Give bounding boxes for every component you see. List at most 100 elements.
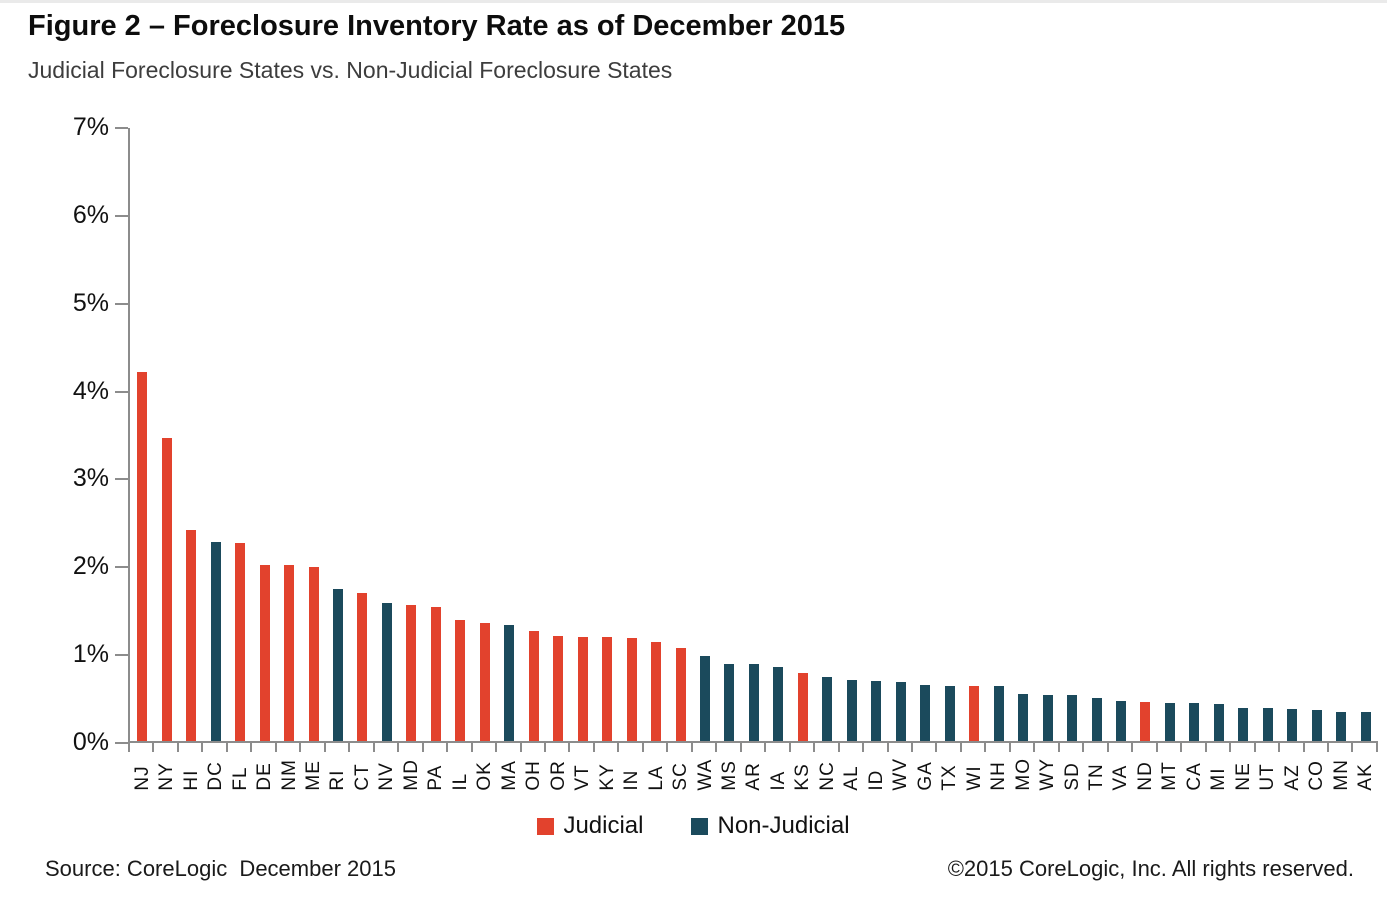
- bar-TX: [944, 685, 955, 741]
- y-tick-label-4%: 4%: [72, 376, 109, 405]
- legend-label-judicial: Judicial: [563, 812, 644, 839]
- bar-WY: [1042, 695, 1053, 741]
- bar-OR: [553, 635, 564, 741]
- x-label-NV: NV: [376, 762, 398, 791]
- x-tick-cell-DC: [203, 743, 228, 752]
- x-label-cell-AR: AR: [742, 758, 766, 790]
- bar-NV: [381, 603, 392, 741]
- x-tick-cell-MI: [1207, 743, 1232, 752]
- x-tick-cell-WI: [962, 743, 987, 752]
- bar-SD: [1067, 695, 1078, 741]
- y-tick-label-0%: 0%: [72, 728, 109, 756]
- y-tick-label-7%: 7%: [72, 113, 109, 141]
- x-label-NC: NC: [816, 761, 838, 791]
- bar-slot-DE: [252, 565, 276, 741]
- x-label-SC: SC: [670, 762, 692, 791]
- bar-MO: [1018, 693, 1029, 741]
- bar-NM: [284, 565, 295, 741]
- x-tick-cell-FL: [228, 743, 253, 752]
- bar-WV: [895, 682, 906, 741]
- bar-NC: [822, 676, 833, 741]
- bar-slot-IL: [448, 619, 472, 741]
- x-axis-ticks: [128, 743, 1378, 752]
- x-label-cell-VA: VA: [1109, 758, 1133, 791]
- x-label-NJ: NJ: [131, 765, 153, 791]
- x-label-PA: PA: [425, 764, 447, 791]
- x-label-DE: DE: [254, 762, 276, 791]
- legend-swatch-judicial: [537, 817, 555, 835]
- x-label-UT: UT: [1257, 763, 1279, 791]
- x-label-OH: OH: [523, 760, 545, 791]
- x-label-CT: CT: [351, 763, 373, 791]
- x-label-cell-IA: IA: [766, 758, 790, 791]
- x-label-cell-NH: NH: [986, 758, 1010, 790]
- x-tick-cell-KY: [595, 743, 620, 752]
- x-label-IA: IA: [767, 770, 789, 791]
- x-label-AL: AL: [841, 765, 863, 791]
- x-label-cell-MN: MN: [1329, 758, 1353, 791]
- legend-item-judicial: Judicial: [537, 812, 643, 840]
- x-tick-cell-OK: [473, 743, 498, 752]
- x-label-CO: CO: [1306, 760, 1328, 791]
- bar-slot-ID: [864, 681, 888, 741]
- y-tick-label-2%: 2%: [72, 552, 109, 581]
- x-label-TX: TX: [939, 764, 961, 791]
- x-label-cell-HI: HI: [179, 758, 203, 791]
- y-tick-label-1%: 1%: [72, 640, 109, 669]
- x-label-cell-WA: WA: [693, 758, 717, 791]
- source-text: Source: CoreLogic December 2015: [45, 856, 396, 881]
- bar-slot-NM: [277, 565, 301, 741]
- figure-subtitle: Judicial Foreclosure States vs. Non-Judi…: [28, 57, 673, 83]
- x-label-cell-OH: OH: [522, 758, 546, 791]
- bar-slot-ND: [1133, 702, 1157, 741]
- x-label-cell-DC: DC: [203, 758, 227, 790]
- x-tick-cell-TX: [937, 743, 962, 752]
- bar-slot-MS: [717, 663, 741, 741]
- x-tick-cell-LA: [644, 743, 669, 752]
- bar-slot-NE: [1231, 707, 1255, 741]
- x-tick-cell-WV: [889, 743, 913, 752]
- figure-title: Figure 2 – Foreclosure Inventory Rate as…: [28, 10, 846, 42]
- bar-AL: [846, 679, 857, 741]
- x-label-cell-MT: MT: [1158, 758, 1182, 790]
- bar-IL: [455, 619, 466, 741]
- x-label-cell-KY: KY: [595, 758, 619, 791]
- x-label-cell-PA: PA: [424, 758, 448, 791]
- x-label-NE: NE: [1232, 762, 1254, 791]
- x-label-MS: MS: [718, 760, 740, 791]
- x-label-cell-TN: TN: [1084, 758, 1108, 790]
- bar-slot-HI: [179, 530, 203, 741]
- x-label-cell-OK: OK: [473, 758, 497, 791]
- x-tick-cell-VA: [1109, 743, 1134, 752]
- x-label-MN: MN: [1330, 759, 1352, 791]
- bar-CA: [1189, 703, 1200, 741]
- bar-slot-NY: [154, 437, 178, 741]
- x-tick-cell-KS: [791, 743, 816, 752]
- x-tick-cell-IN: [619, 743, 644, 752]
- bar-slot-NC: [815, 676, 839, 741]
- bar-HI: [186, 530, 197, 741]
- x-label-OK: OK: [474, 761, 496, 791]
- x-label-cell-NM: NM: [277, 758, 301, 791]
- bar-slot-MI: [1207, 704, 1231, 741]
- x-tick-cell-AZ: [1280, 743, 1305, 752]
- bar-slot-FL: [228, 543, 252, 741]
- x-tick-cell-NM: [277, 743, 302, 752]
- bar-slot-GA: [913, 684, 937, 741]
- plot-area: 0% 1% 2% 3% 4% 5% 6% 7% NJ NY HI DC FL DE NM ME RI CT NV M…: [73, 113, 1378, 791]
- bar-UT: [1262, 707, 1273, 741]
- x-tick-cell-MA: [497, 743, 522, 752]
- x-label-AZ: AZ: [1281, 764, 1303, 791]
- x-label-cell-KS: KS: [791, 758, 815, 790]
- top-edge-line: [0, 0, 1387, 3]
- x-label-cell-DE: DE: [252, 758, 276, 791]
- bar-slot-VA: [1109, 700, 1133, 741]
- x-tick-cell-NC: [815, 743, 840, 752]
- y-tick-0%: [115, 742, 128, 744]
- bar-ID: [871, 681, 882, 741]
- x-label-KY: KY: [596, 763, 618, 791]
- x-label-FL: FL: [229, 766, 251, 791]
- x-axis-labels: NJ NY HI DC FL DE NM ME RI CT NV MD PA IL OK MA OH OR VT KY…: [130, 758, 1378, 791]
- x-label-cell-OR: OR: [546, 758, 570, 791]
